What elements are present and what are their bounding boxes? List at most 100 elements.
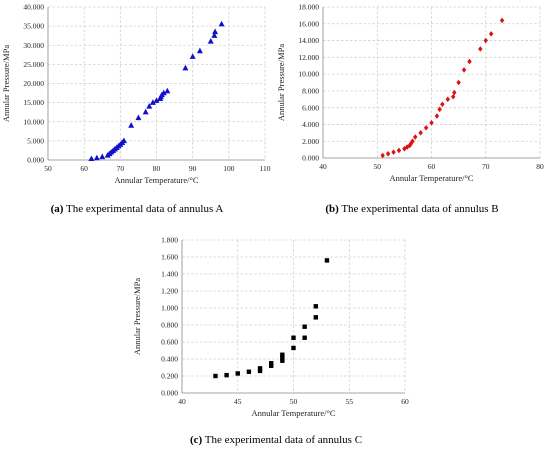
- caption-text: The experimental data of annulus B: [339, 203, 499, 215]
- data-point: [402, 145, 407, 152]
- y-tick-label: 5.000: [27, 136, 44, 145]
- y-tick-label: 16.000: [298, 19, 319, 28]
- data-point: [280, 355, 285, 360]
- y-tick-label: 1.600: [161, 253, 178, 262]
- data-point: [418, 130, 423, 136]
- data-point: [280, 358, 285, 363]
- y-tick-label: 6.000: [302, 103, 319, 112]
- data-point: [182, 64, 189, 71]
- x-tick-label: 40: [319, 162, 327, 171]
- data-point: [88, 155, 95, 162]
- y-tick-label: 20.000: [23, 79, 44, 88]
- data-point: [128, 122, 135, 128]
- y-axis-label: Annular Pressure/MPa: [276, 44, 286, 121]
- chart-panel-b: 0.000 2.000 4.000 6.000 8.000 10.000 12.000 14.…: [275, 0, 550, 225]
- caption-label: (c): [190, 434, 203, 446]
- y-tick-label: 1.400: [161, 270, 178, 279]
- data-point: [269, 361, 274, 366]
- y-tick-label: 0.400: [161, 355, 178, 364]
- data-point: [456, 79, 461, 86]
- data-point: [408, 140, 414, 147]
- x-tick-label: 50: [374, 162, 382, 171]
- y-tick-label: 12.000: [298, 53, 319, 62]
- data-point: [423, 125, 429, 131]
- x-axis-label: Annular Temperature/°C: [251, 408, 335, 418]
- y-tick-label: 14.000: [298, 36, 319, 45]
- data-point: [280, 352, 285, 357]
- data-point: [324, 258, 330, 263]
- data-point: [99, 153, 106, 160]
- y-tick-label: 0.000: [161, 389, 178, 398]
- y-tick-label: 1.000: [161, 304, 178, 313]
- data-point: [149, 99, 156, 105]
- data-point: [257, 368, 263, 374]
- y-tick-label: 1.800: [161, 236, 178, 245]
- chart-panel-a: 0.000 5.000 10.000 15.000 20.000 25.000 30.000…: [0, 0, 275, 225]
- data-point: [189, 53, 196, 59]
- data-point: [478, 46, 483, 52]
- data-point: [313, 304, 318, 309]
- data-point: [164, 87, 171, 94]
- data-point: [135, 114, 142, 121]
- data-point: [146, 103, 153, 109]
- data-point: [313, 315, 318, 320]
- data-point: [196, 47, 203, 54]
- caption-text: The experimental data of annulus A: [63, 203, 223, 215]
- data-point: [437, 106, 442, 113]
- y-tick-label: 18.000: [298, 3, 319, 12]
- data-point: [380, 152, 385, 159]
- x-tick-label: 50: [44, 164, 52, 173]
- x-tick-label: 110: [260, 164, 271, 173]
- caption-label: (a): [51, 203, 64, 215]
- y-tick-label: 10.000: [23, 117, 44, 126]
- data-point: [429, 119, 434, 126]
- data-point: [160, 89, 167, 96]
- x-tick-label: 60: [401, 397, 409, 406]
- x-tick-label: 60: [80, 164, 88, 173]
- data-point: [269, 363, 274, 368]
- data-point: [413, 134, 418, 140]
- y-tick-label: 0.000: [302, 154, 319, 163]
- x-tick-label: 100: [223, 164, 235, 173]
- data-point: [467, 58, 472, 65]
- data-point: [451, 93, 456, 100]
- data-point: [404, 144, 410, 150]
- data-point: [461, 67, 467, 73]
- y-axis-label: Annular Pressure/MPa: [132, 278, 142, 355]
- y-tick-label: 0.200: [161, 372, 178, 381]
- y-tick-label: 1.200: [161, 287, 178, 296]
- x-tick-label: 60: [428, 162, 436, 171]
- caption-text: The experimental data of annulus C: [202, 434, 362, 446]
- data-point: [410, 138, 415, 145]
- data-point: [257, 366, 263, 371]
- x-tick-label: 80: [153, 164, 161, 173]
- data-point: [396, 147, 402, 154]
- figure-caption: (a) The experimental data of annulus A: [51, 203, 224, 215]
- y-tick-label: 0.600: [161, 338, 178, 347]
- data-point: [246, 369, 252, 374]
- y-tick-label: 40.000: [23, 3, 44, 12]
- data-point: [207, 38, 214, 44]
- data-point: [440, 101, 445, 108]
- data-point: [218, 20, 225, 27]
- y-tick-label: 15.000: [23, 98, 44, 107]
- figure-caption: (c) The experimental data of annulus C: [190, 434, 362, 446]
- chart-panel-c: 0.000 0.200 0.400 0.600 0.800 1.000 1.200 1.400…: [128, 228, 422, 449]
- x-tick-label: 45: [234, 397, 242, 406]
- y-tick-label: 2.000: [302, 137, 319, 146]
- data-point: [224, 372, 229, 378]
- y-tick-label: 8.000: [302, 86, 319, 95]
- y-tick-label: 10.000: [298, 70, 319, 79]
- y-tick-label: 25.000: [23, 60, 44, 69]
- x-axis-label: Annular Temperature/°C: [114, 175, 198, 185]
- figure-caption: (b) The experimental data of annulus B: [325, 203, 498, 215]
- data-point: [499, 17, 505, 24]
- x-tick-label: 70: [117, 164, 125, 173]
- data-point: [483, 37, 488, 44]
- data-point: [291, 345, 296, 351]
- data-point: [488, 31, 494, 37]
- data-point: [235, 371, 240, 376]
- data-point: [212, 28, 219, 35]
- y-tick-label: 35.000: [23, 22, 44, 31]
- chart-a-svg: 0.000 5.000 10.000 15.000 20.000 25.000 30.000…: [1, 3, 271, 215]
